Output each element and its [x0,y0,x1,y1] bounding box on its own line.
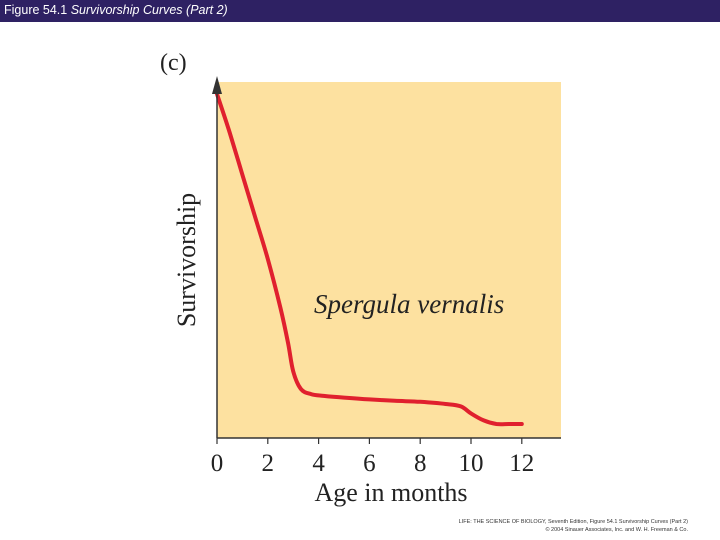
credit-line-1: LIFE: THE SCIENCE OF BIOLOGY, Seventh Ed… [458,519,688,525]
x-tick-label: 2 [262,450,275,477]
slide-title: Figure 54.1 Survivorship Curves (Part 2) [4,3,228,17]
y-axis-label: Survivorship [172,193,201,327]
header-bar: Figure 54.1 Survivorship Curves (Part 2) [0,0,720,22]
x-tick-labels: 0 2 4 6 8 10 12 [211,450,535,477]
curve-layer [215,92,524,427]
figure-title: Survivorship Curves (Part 2) [70,3,228,17]
x-tick-label: 0 [211,450,224,477]
x-axis-label: Age in months [314,478,467,507]
plot-area [217,82,561,438]
y-axis-arrow [212,76,222,94]
x-tick-label: 6 [363,450,376,477]
axes-layer [212,76,561,444]
panel-label: (c) [160,50,187,76]
x-tick-label: 8 [414,450,427,477]
figure-label: Figure 54.1 [4,3,68,17]
x-tick-label: 10 [459,450,484,477]
x-tick-label: 4 [312,450,325,477]
x-tick-label: 12 [509,450,534,477]
survivorship-curve [215,92,524,427]
species-annotation: Spergula vernalis [314,289,504,319]
credit-text: LIFE: THE SCIENCE OF BIOLOGY, Seventh Ed… [388,518,688,534]
credit-line-2: © 2004 Sinauer Associates, Inc. and W. H… [545,527,688,533]
